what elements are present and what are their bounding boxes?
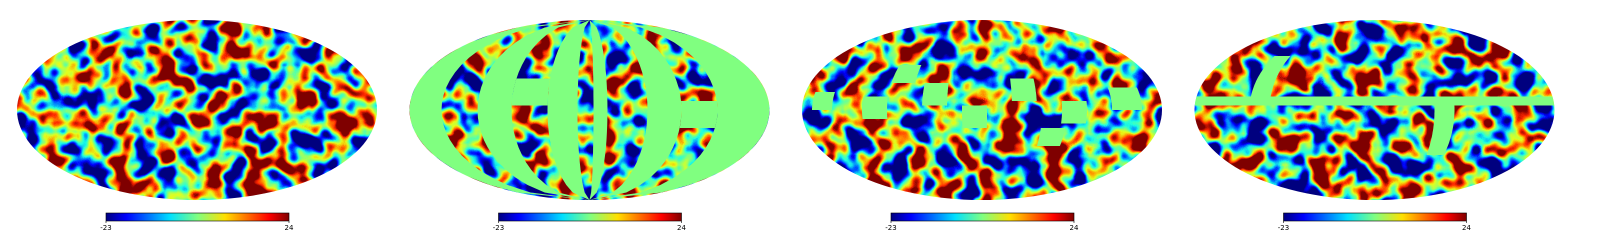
map-panel: -23 24 (802, 20, 1162, 232)
colorbar (498, 212, 682, 222)
masked-region (812, 92, 835, 110)
map-field (1194, 20, 1555, 200)
masked-region (589, 20, 682, 200)
colorbar (890, 212, 1075, 222)
colorbar-label: 24 (285, 224, 294, 232)
colorbar-label: 24 (677, 224, 686, 232)
colorbar-label: -23 (885, 224, 896, 232)
mollweide-map (1194, 20, 1555, 200)
masked-region (891, 65, 922, 83)
masked-region (922, 83, 949, 106)
colorbar-label: 24 (1070, 224, 1079, 232)
masked-region (511, 78, 551, 106)
colorbar-label: -23 (1278, 224, 1289, 232)
map-panel: -23 24 (409, 20, 770, 232)
colorbar-label: 24 (1462, 224, 1471, 232)
masked-region (477, 20, 590, 200)
map-panel: -23 24 (1194, 20, 1555, 232)
colorbar-label: -23 (100, 224, 111, 232)
masked-region (862, 96, 889, 119)
masked-region (1010, 78, 1037, 101)
map-panel: -23 24 (17, 20, 377, 232)
masked-region (1194, 96, 1555, 106)
masked-region (1037, 128, 1066, 146)
mollweide-map (802, 20, 1162, 200)
masked-region (679, 101, 718, 128)
map-field (17, 20, 377, 200)
masked-region (589, 20, 608, 200)
masked-region (409, 20, 590, 200)
masked-region (589, 20, 770, 200)
colorbar (105, 212, 290, 222)
masked-region (1250, 56, 1291, 97)
colorbar-label: -23 (493, 224, 504, 232)
colorbar (1283, 212, 1467, 222)
masked-region (547, 20, 590, 200)
masked-region (962, 105, 987, 128)
masked-region (1107, 87, 1142, 110)
masked-region (1061, 101, 1087, 124)
mollweide-map (17, 20, 377, 200)
mollweide-map (409, 20, 770, 200)
masked-region (1426, 105, 1455, 155)
